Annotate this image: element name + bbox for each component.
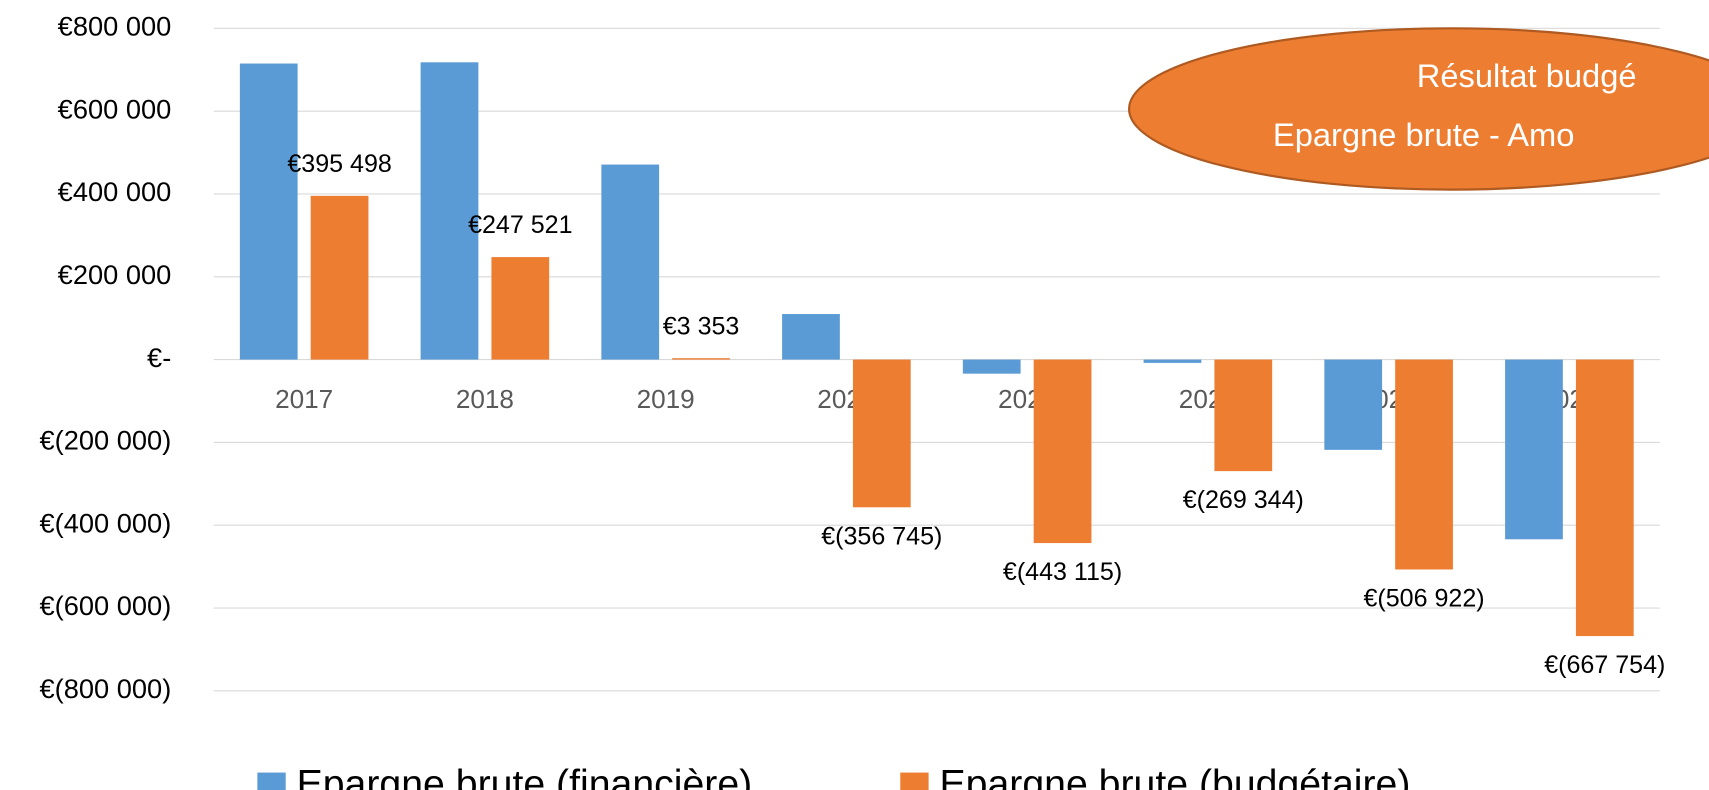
data-label: €247 521 (468, 211, 572, 239)
bar (601, 164, 660, 360)
bar (962, 359, 1021, 374)
x-tick-label: 2018 (456, 384, 514, 414)
data-label: €(506 922) (1363, 585, 1484, 613)
bar (491, 257, 550, 360)
data-label: €(356 745) (821, 522, 942, 550)
bar (1505, 359, 1563, 540)
annotation-text: Epargne brute - Amo (1273, 116, 1574, 153)
legend-swatch (900, 772, 929, 790)
data-label: €3 353 (663, 312, 740, 340)
y-tick-label: €(600 000) (40, 590, 172, 621)
data-label: €(269 344) (1183, 486, 1304, 514)
annotation-ellipse (1128, 27, 1709, 191)
bar (1395, 359, 1453, 570)
legend-label: Epargne brute (budgétaire) (939, 762, 1410, 790)
legend-swatch (257, 772, 286, 790)
y-tick-label: €- (147, 342, 171, 373)
y-tick-label: €400 000 (58, 176, 172, 207)
y-tick-label: €600 000 (58, 93, 172, 124)
bar (852, 359, 911, 508)
x-tick-label: 2017 (275, 384, 333, 414)
bar (310, 195, 369, 360)
y-tick-label: €(400 000) (40, 507, 172, 538)
bar (1143, 359, 1202, 363)
legend-label: Epargne brute (financière) (297, 762, 753, 790)
annotation-text: Résultat budgé (1417, 57, 1637, 94)
bar (1214, 359, 1273, 472)
data-label: €(443 115) (1003, 558, 1122, 586)
y-tick-label: €800 000 (58, 11, 172, 42)
x-tick-label: 2019 (637, 384, 695, 414)
y-tick-label: €(800 000) (40, 673, 172, 704)
bar (672, 358, 730, 360)
y-tick-label: €200 000 (58, 259, 172, 290)
y-tick-label: €(200 000) (40, 425, 172, 456)
bar (1033, 359, 1092, 544)
data-label: €(667 754) (1544, 651, 1665, 679)
bar (1575, 359, 1634, 637)
bar (782, 314, 840, 360)
data-label: €395 498 (287, 150, 391, 178)
bar (420, 62, 479, 360)
bar (239, 63, 298, 360)
bar (1324, 359, 1383, 450)
